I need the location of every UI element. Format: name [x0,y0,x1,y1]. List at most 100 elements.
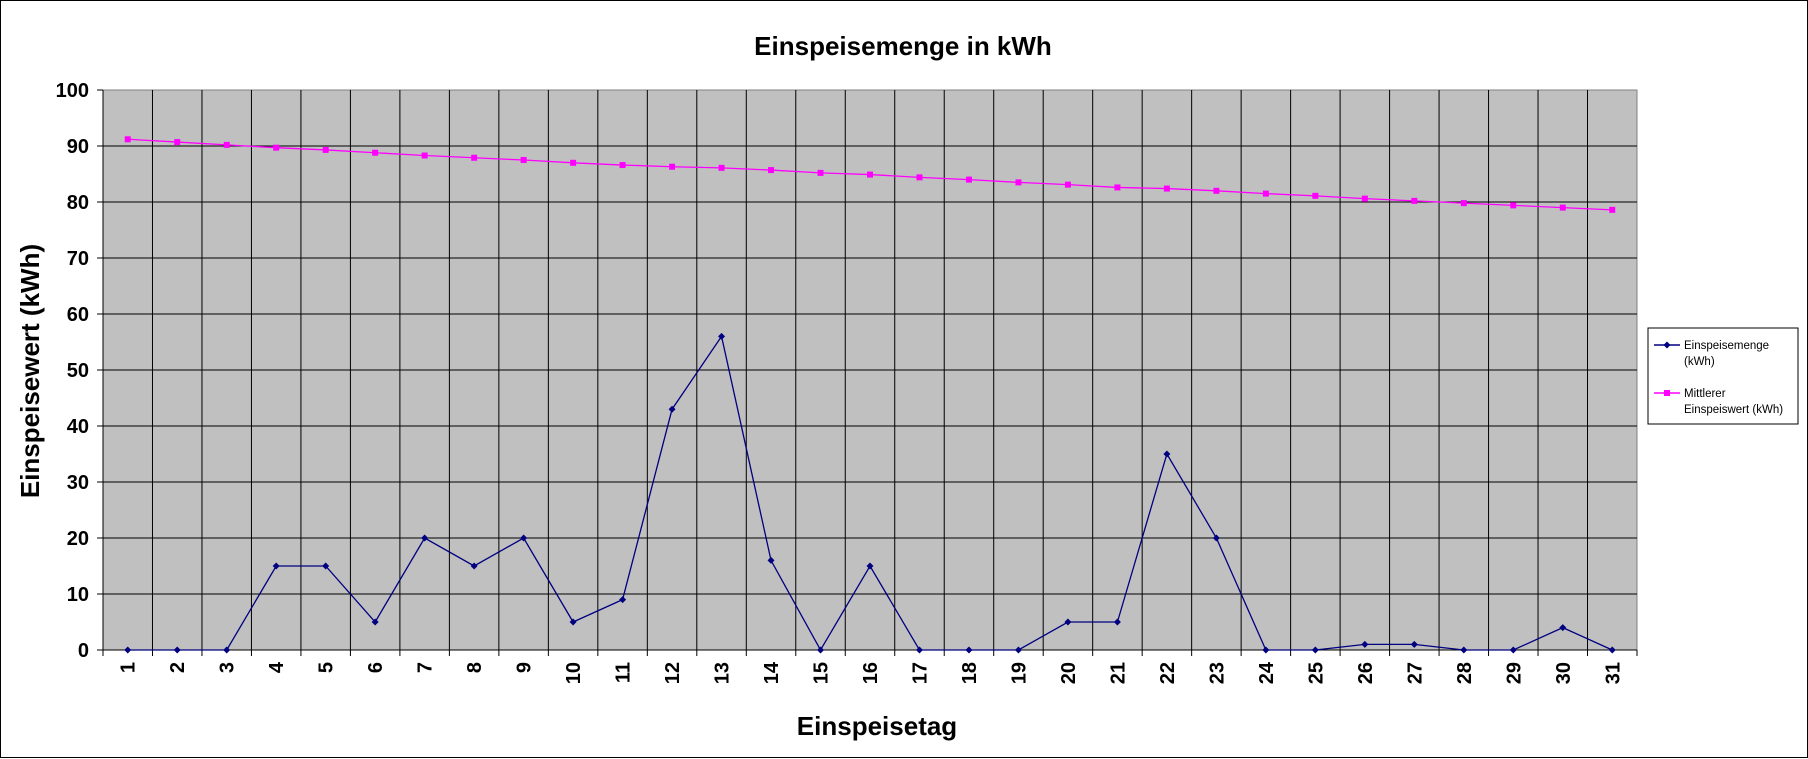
y-tick-label: 10 [67,584,89,606]
data-point [1212,534,1220,542]
y-tick-label: 100 [56,80,89,102]
data-point [1559,204,1566,211]
data-point [817,646,825,654]
data-point [1460,646,1468,654]
y-tick-label: 20 [67,528,89,550]
x-tick-label: 22 [1157,662,1179,684]
x-tick-label: 16 [860,662,882,684]
data-point [1213,187,1220,194]
legend: Einspeisemenge (kWh) Mittlerer Einspeisw… [1647,327,1799,425]
chart-title: Einspeisemenge in kWh [754,31,1052,61]
y-tick-label: 30 [67,472,89,494]
y-tick-label: 0 [78,640,89,662]
x-tick-label: 1 [118,662,140,673]
data-point [322,562,330,570]
data-point [1064,618,1072,626]
data-point [272,562,280,570]
data-point [619,596,627,604]
x-tick-label: 21 [1107,662,1129,684]
data-point [1460,200,1467,207]
x-tick-label: 14 [761,661,783,684]
data-point [619,162,626,169]
x-tick-label: 24 [1256,661,1278,684]
data-point [223,141,230,148]
x-tick-label: 23 [1206,662,1228,684]
data-point [223,646,231,654]
data-point [1014,646,1022,654]
x-tick-label: 2 [167,662,189,673]
x-tick-label: 9 [514,662,536,673]
data-point [569,618,577,626]
x-tick-label: 30 [1553,662,1575,684]
y-tick-label: 50 [67,360,89,382]
x-tick-label: 5 [316,662,338,673]
legend-label-einspeisemenge-line2: (kWh) [1684,356,1715,368]
x-tick-label: 6 [365,662,387,673]
x-tick-label: 19 [1008,662,1030,684]
data-point [1509,646,1517,654]
data-point [767,556,775,564]
data-point [124,136,131,143]
legend-label-mittlerer-line2: Einspeiswert (kWh) [1684,404,1783,416]
data-point [817,169,824,176]
data-point [866,562,874,570]
data-point [965,646,973,654]
data-point [1113,618,1121,626]
data-point [1559,624,1567,632]
data-point [768,167,775,174]
data-point [1608,646,1616,654]
x-tick-label: 8 [464,662,486,673]
data-point [371,618,379,626]
data-point [1015,179,1022,186]
x-tick-label: 4 [266,661,288,673]
x-tick-label: 18 [959,662,981,684]
data-point [1361,195,1368,202]
x-tick-label: 12 [662,662,684,684]
data-point [915,646,923,654]
x-tick-label: 15 [811,662,833,684]
series-layer [124,136,1616,654]
y-tick-label: 80 [67,192,89,214]
data-point [173,646,181,654]
x-tick-label: 28 [1454,662,1476,684]
x-tick-label: 10 [563,662,585,684]
x-tick-label: 11 [613,662,635,683]
data-point [1262,190,1269,197]
y-tick-label: 60 [67,304,89,326]
x-axis-title: Einspeisetag [797,711,957,741]
data-point [520,534,528,542]
data-point [965,176,972,183]
data-point [1410,640,1418,648]
legend-label-einspeisemenge-line1: Einspeisemenge [1684,340,1769,352]
data-point [669,163,676,170]
data-point [1262,646,1270,654]
data-point [867,171,873,178]
legend-label-mittlerer-line1: Mittlerer [1684,388,1726,400]
legend-marker-mittlerer [1664,390,1670,396]
x-tick-label: 26 [1355,662,1377,684]
data-point [421,534,429,542]
data-point [470,562,478,570]
data-point [718,164,725,171]
data-point [1361,640,1369,648]
x-tick-label: 29 [1503,662,1525,684]
x-tick-label: 20 [1058,662,1080,684]
data-point [372,149,379,156]
data-point [1311,646,1319,654]
legend-box [1647,327,1799,425]
grid-layer [103,90,1637,650]
data-point [174,139,181,146]
data-point [916,174,923,181]
y-tick-label: 90 [67,136,89,158]
y-tick-label: 40 [67,416,89,438]
data-point [1163,450,1171,458]
x-tick-label: 3 [217,662,239,673]
data-point [322,146,329,153]
x-tick-label: 25 [1305,662,1327,684]
data-point [1064,181,1071,188]
data-point [1312,192,1319,199]
x-tick-label: 27 [1404,662,1426,684]
